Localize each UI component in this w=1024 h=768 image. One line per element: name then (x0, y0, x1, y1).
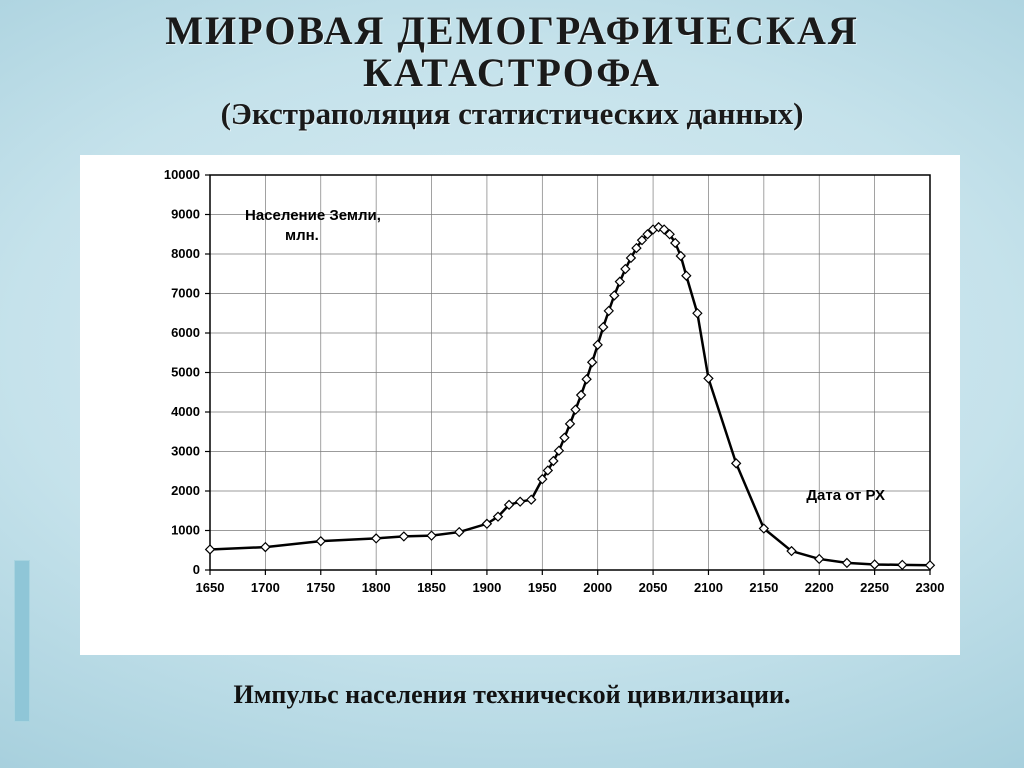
svg-text:2200: 2200 (805, 580, 834, 595)
svg-text:2000: 2000 (171, 483, 200, 498)
svg-text:1900: 1900 (472, 580, 501, 595)
svg-text:1700: 1700 (251, 580, 280, 595)
svg-text:2050: 2050 (639, 580, 668, 595)
svg-text:Дата от РХ: Дата от РХ (806, 487, 885, 504)
svg-text:млн.: млн. (285, 227, 319, 244)
svg-text:2150: 2150 (749, 580, 778, 595)
caption: Импульс населения технической цивилизаци… (0, 680, 1024, 710)
chart-svg: 0 1000 2000 3000 4000 5000 6000 7000 8000 9000 100… (80, 155, 960, 655)
chart-panel: 0 1000 2000 3000 4000 5000 6000 7000 8000 9000 100… (80, 155, 960, 655)
svg-text:1950: 1950 (528, 580, 557, 595)
svg-text:1650: 1650 (196, 580, 225, 595)
svg-text:3000: 3000 (171, 444, 200, 459)
svg-text:1800: 1800 (362, 580, 391, 595)
svg-text:0: 0 (193, 562, 200, 577)
svg-text:8000: 8000 (171, 246, 200, 261)
svg-text:4000: 4000 (171, 404, 200, 419)
svg-text:9000: 9000 (171, 207, 200, 222)
svg-text:5000: 5000 (171, 365, 200, 380)
svg-text:2250: 2250 (860, 580, 889, 595)
svg-text:10000: 10000 (164, 167, 200, 182)
svg-text:Население Земли,: Население Земли, (245, 207, 381, 224)
title-line-1: МИРОВАЯ ДЕМОГРАФИЧЕСКАЯ (0, 10, 1024, 52)
svg-text:2300: 2300 (916, 580, 945, 595)
svg-text:2000: 2000 (583, 580, 612, 595)
title-block: МИРОВАЯ ДЕМОГРАФИЧЕСКАЯ КАТАСТРОФА (Экст… (0, 0, 1024, 132)
svg-text:1750: 1750 (306, 580, 335, 595)
subtitle: (Экстраполяция статистических данных) (0, 96, 1024, 132)
svg-text:6000: 6000 (171, 325, 200, 340)
svg-text:1000: 1000 (171, 523, 200, 538)
svg-text:2100: 2100 (694, 580, 723, 595)
svg-text:1850: 1850 (417, 580, 446, 595)
title-line-2: КАТАСТРОФА (0, 52, 1024, 94)
slide: МИРОВАЯ ДЕМОГРАФИЧЕСКАЯ КАТАСТРОФА (Экст… (0, 0, 1024, 768)
svg-text:7000: 7000 (171, 286, 200, 301)
